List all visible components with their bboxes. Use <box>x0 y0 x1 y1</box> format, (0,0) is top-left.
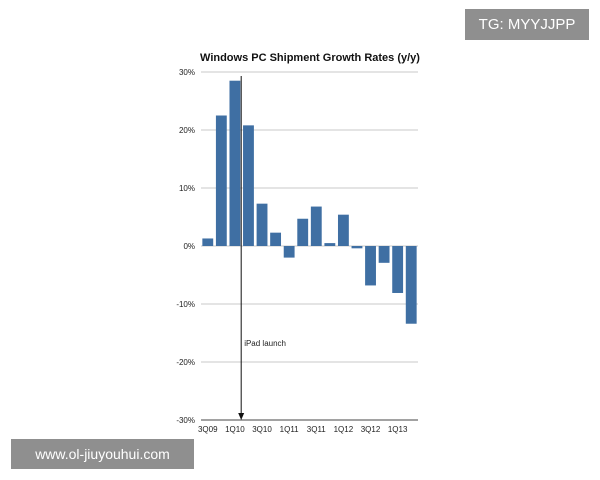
bar-3Q09 <box>202 238 214 246</box>
x-tick-label: 1Q10 <box>225 425 245 434</box>
bar-1Q10 <box>229 80 241 246</box>
x-tick-label: 3Q10 <box>252 425 272 434</box>
y-tick-label: 10% <box>179 184 195 193</box>
bar-1Q13 <box>392 246 404 293</box>
watermark-top-right: TG: MYYJJPP <box>465 9 589 40</box>
bar-4Q10 <box>270 232 282 246</box>
y-tick-label: -10% <box>176 300 195 309</box>
x-tick-label: 3Q09 <box>198 425 218 434</box>
bar-4Q11 <box>324 243 336 246</box>
bar-2Q11 <box>297 218 309 246</box>
x-tick-label: 1Q13 <box>388 425 408 434</box>
y-axis-ticks: 30% 20% 10% 0% -10% -20% -30% <box>176 68 195 425</box>
bar-3Q11 <box>310 206 322 246</box>
y-tick-label: 30% <box>179 68 195 77</box>
watermark-bottom-left: www.ol-jiuyouhui.com <box>11 439 194 469</box>
x-axis-ticks: 3Q09 1Q10 3Q10 1Q11 3Q11 1Q12 3Q12 1Q13 <box>198 425 408 434</box>
y-tick-label: 20% <box>179 126 195 135</box>
bar-3Q10 <box>256 203 268 246</box>
bars <box>202 80 417 324</box>
bar-2Q13 <box>405 246 417 324</box>
bar-4Q12 <box>378 246 390 263</box>
x-tick-label: 1Q11 <box>280 425 300 434</box>
x-tick-label: 3Q12 <box>361 425 381 434</box>
annotation-label: iPad launch <box>244 339 286 348</box>
bar-1Q11 <box>283 246 295 258</box>
bar-2Q12 <box>351 246 363 249</box>
x-tick-label: 1Q12 <box>334 425 354 434</box>
y-tick-label: -30% <box>176 416 195 425</box>
bar-4Q09 <box>215 115 227 246</box>
y-tick-label: 0% <box>183 242 195 251</box>
chart-title: Windows PC Shipment Growth Rates (y/y) <box>200 52 420 64</box>
bar-1Q12 <box>337 214 349 246</box>
x-tick-label: 3Q11 <box>307 425 327 434</box>
y-tick-label: -20% <box>176 358 195 367</box>
bar-2Q10 <box>243 125 254 246</box>
ipad-launch-annotation: iPad launch <box>238 76 286 420</box>
annotation-arrowhead <box>238 413 245 420</box>
bar-3Q12 <box>365 246 376 286</box>
